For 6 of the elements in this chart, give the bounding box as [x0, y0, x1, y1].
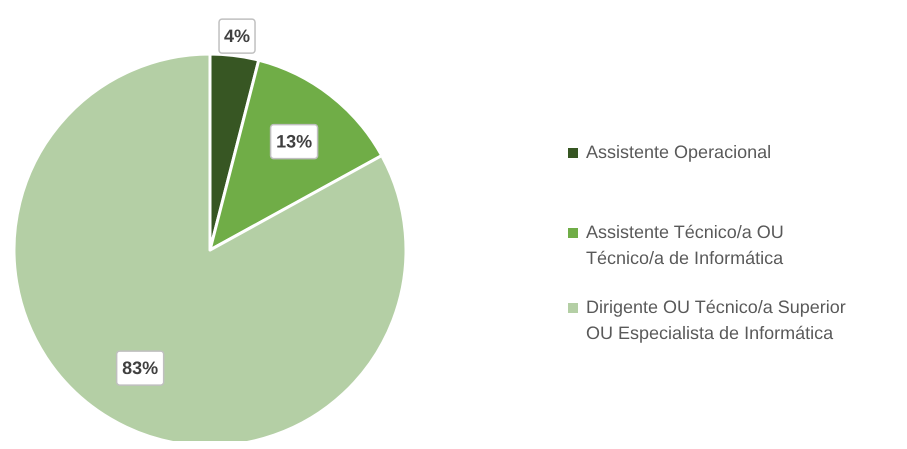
data-label: 13%	[276, 132, 312, 152]
legend-label: Assistente Operacional	[586, 142, 772, 162]
legend-label: Assistente Técnico/a OU Técnico/a de Informática	[586, 222, 784, 268]
legend-label: Dirigente OU Técnico/a Superior OU Especialista de Informática	[586, 297, 846, 343]
data-label: 4%	[224, 26, 250, 46]
data-label: 83%	[122, 358, 158, 378]
